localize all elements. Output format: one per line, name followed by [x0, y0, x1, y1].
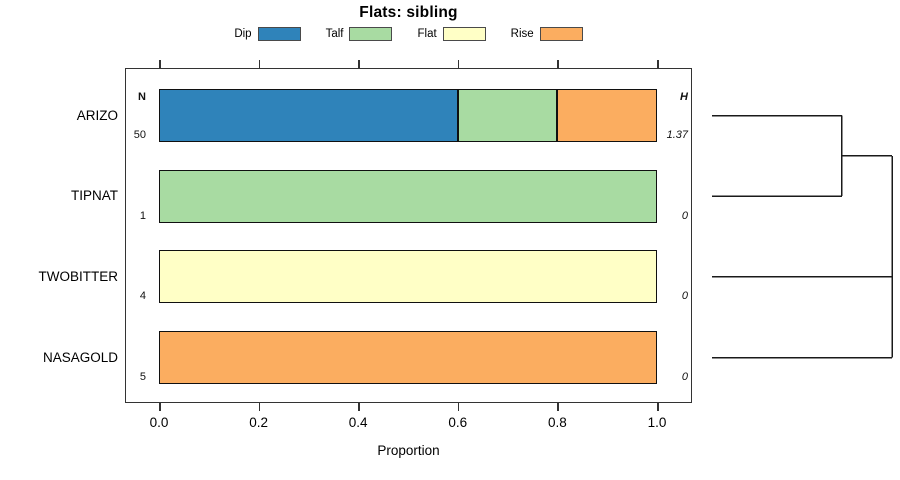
legend-item-dip: Dip — [234, 27, 301, 41]
axis-tick-label: 0.8 — [548, 415, 567, 430]
n-value: 50 — [133, 129, 146, 141]
axis-tick — [358, 403, 360, 411]
h-column-header: H — [680, 91, 688, 103]
legend-swatch-icon — [442, 27, 486, 41]
axis-tick — [557, 403, 559, 411]
axis-tick-label: 0.0 — [149, 415, 169, 430]
row-label-twobitter: TWOBITTER — [38, 268, 119, 284]
bar-segment-dip — [159, 89, 458, 142]
axis-tick — [457, 60, 460, 68]
axis-tick — [657, 403, 659, 411]
axis-tick — [557, 60, 559, 68]
axis-tick-label: 1.0 — [647, 415, 667, 430]
legend-label: Talf — [325, 28, 344, 40]
legend-label: Flat — [417, 28, 437, 40]
axis-tick — [159, 403, 161, 411]
x-axis-title: Proportion — [377, 443, 440, 458]
axis-tick — [457, 403, 460, 411]
h-value: 0 — [681, 371, 688, 384]
bar-segment-talf — [159, 169, 657, 223]
bar-segment-rise — [557, 89, 657, 142]
axis-tick — [159, 60, 161, 68]
row-label-arizo: ARIZO — [76, 107, 118, 123]
h-value: 0 — [681, 209, 688, 222]
axis-tick — [258, 60, 261, 68]
n-value: 5 — [139, 371, 146, 384]
axis-tick-label: 0.4 — [348, 415, 368, 430]
axis-tick — [657, 60, 659, 68]
n-value: 4 — [139, 290, 146, 303]
n-column-header: N — [138, 91, 146, 103]
h-value: 1.37 — [666, 129, 688, 141]
bar-segment-talf — [457, 89, 558, 142]
axis-tick-label: 0.2 — [249, 415, 268, 430]
legend-item-talf: Talf — [326, 27, 393, 41]
row-label-nasagold: NASAGOLD — [42, 349, 118, 365]
legend-item-rise: Rise — [511, 27, 583, 41]
legend-label: Dip — [234, 28, 252, 40]
h-value: 0 — [681, 290, 688, 303]
bar-segment-rise — [159, 331, 657, 385]
legend-label: Rise — [510, 28, 534, 40]
axis-tick — [258, 403, 261, 411]
axis-tick — [358, 60, 360, 68]
legend-swatch-icon — [349, 27, 393, 41]
n-value: 1 — [139, 209, 146, 222]
axis-tick-label: 0.6 — [448, 415, 468, 430]
chart-title: Flats: sibling — [359, 4, 458, 21]
legend-swatch-icon — [257, 27, 301, 41]
row-label-tipnat: TIPNAT — [71, 188, 118, 204]
legend: Dip Talf Flat Rise — [125, 25, 692, 43]
bar-segment-flat — [159, 250, 657, 304]
legend-swatch-icon — [539, 27, 583, 41]
legend-item-flat: Flat — [417, 27, 486, 41]
